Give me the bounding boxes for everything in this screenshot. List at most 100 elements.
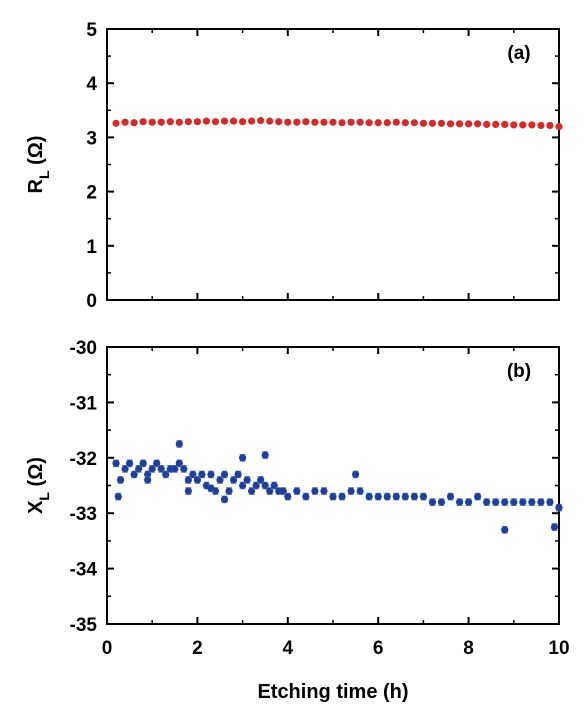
data-point <box>293 487 301 495</box>
data-point <box>510 498 518 506</box>
data-point <box>492 120 500 128</box>
y-axis-label: RL (Ω) <box>25 136 52 194</box>
y-tick-label: -31 <box>70 393 98 414</box>
data-point <box>528 121 536 129</box>
data-point <box>220 117 229 125</box>
data-point <box>302 118 310 126</box>
data-point <box>198 470 206 479</box>
data-point <box>126 459 134 467</box>
data-point <box>311 118 319 126</box>
data-point <box>121 118 129 126</box>
data-point <box>211 118 220 126</box>
data-point <box>483 120 491 128</box>
data-point <box>492 498 500 506</box>
data-point <box>116 476 125 484</box>
y-tick-label: 5 <box>86 20 97 41</box>
data-point <box>510 121 518 129</box>
y-axis-label-subscript: L <box>36 492 52 501</box>
y-tick-label: -32 <box>70 449 97 470</box>
y-tick-label: -35 <box>70 615 98 636</box>
x-tick-label: 4 <box>283 638 294 659</box>
data-point <box>239 118 247 126</box>
data-point <box>239 454 247 462</box>
x-tick-label: 6 <box>373 638 384 659</box>
data-point <box>202 117 211 125</box>
x-axis-label: Etching time (h) <box>257 681 408 703</box>
data-point <box>519 121 527 129</box>
data-point <box>207 470 215 479</box>
x-tick-label: 8 <box>463 638 474 659</box>
data-point <box>428 498 437 506</box>
data-point <box>383 119 391 127</box>
data-point <box>356 487 364 495</box>
y-tick-label: 3 <box>86 128 97 149</box>
y-axis-label-subscript: L <box>36 170 52 179</box>
data-point <box>356 118 364 126</box>
data-point <box>184 118 192 126</box>
data-point <box>175 118 183 126</box>
x-tick-label: 10 <box>548 638 569 659</box>
data-point <box>392 492 400 501</box>
data-point <box>410 119 418 127</box>
data-point <box>546 498 554 506</box>
data-point <box>550 523 559 531</box>
data-point <box>248 117 256 125</box>
data-point <box>352 470 360 479</box>
data-point <box>293 118 301 126</box>
y-tick-label: 4 <box>86 74 97 95</box>
panel-tag: (b) <box>507 361 531 382</box>
data-point <box>166 118 174 126</box>
data-point <box>347 118 355 126</box>
data-point <box>419 492 427 501</box>
data-point <box>465 498 473 506</box>
data-point <box>455 498 464 506</box>
data-point <box>112 119 120 127</box>
data-point <box>302 492 310 501</box>
data-point <box>207 484 215 492</box>
data-point <box>374 119 382 127</box>
data-point <box>229 117 238 125</box>
data-points <box>112 116 563 131</box>
data-point <box>234 470 242 479</box>
data-point <box>311 487 319 495</box>
data-point <box>428 119 437 127</box>
data-point <box>180 465 188 473</box>
data-point <box>365 119 373 127</box>
data-point <box>374 492 382 501</box>
y-tick-label: 2 <box>86 183 97 204</box>
data-point <box>347 487 355 495</box>
data-point <box>446 492 455 501</box>
y-tick-label: 0 <box>86 291 97 312</box>
data-point <box>437 498 446 506</box>
panel-a: 0 1 2 3 4 5 RL (Ω) (a) <box>25 20 563 312</box>
y-axis-label: XL (Ω) <box>25 457 52 514</box>
data-point <box>144 476 152 484</box>
data-point <box>193 118 201 126</box>
x-tick-label: 0 <box>102 638 113 659</box>
data-point <box>537 498 545 506</box>
data-point <box>437 119 446 127</box>
data-point <box>392 118 400 126</box>
data-point <box>501 498 509 506</box>
data-point <box>365 492 373 501</box>
y-tick-label: -30 <box>70 338 97 359</box>
y-tick-label: -33 <box>70 504 97 525</box>
data-point <box>465 120 473 128</box>
y-axis-label-unit: (Ω) <box>25 457 47 492</box>
data-point <box>320 118 328 126</box>
data-point <box>419 119 427 127</box>
plot-frame <box>106 346 560 625</box>
data-point <box>338 119 346 127</box>
y-tick-label: -34 <box>70 560 98 581</box>
data-point <box>555 122 563 131</box>
x-tick-label: 2 <box>192 638 203 659</box>
data-point <box>266 117 274 125</box>
data-point <box>555 504 563 512</box>
panel-tag: (a) <box>507 43 530 64</box>
data-point <box>528 498 536 506</box>
plot-frame <box>106 28 560 301</box>
data-point <box>537 121 545 130</box>
data-point <box>112 459 120 467</box>
data-point <box>284 118 292 126</box>
